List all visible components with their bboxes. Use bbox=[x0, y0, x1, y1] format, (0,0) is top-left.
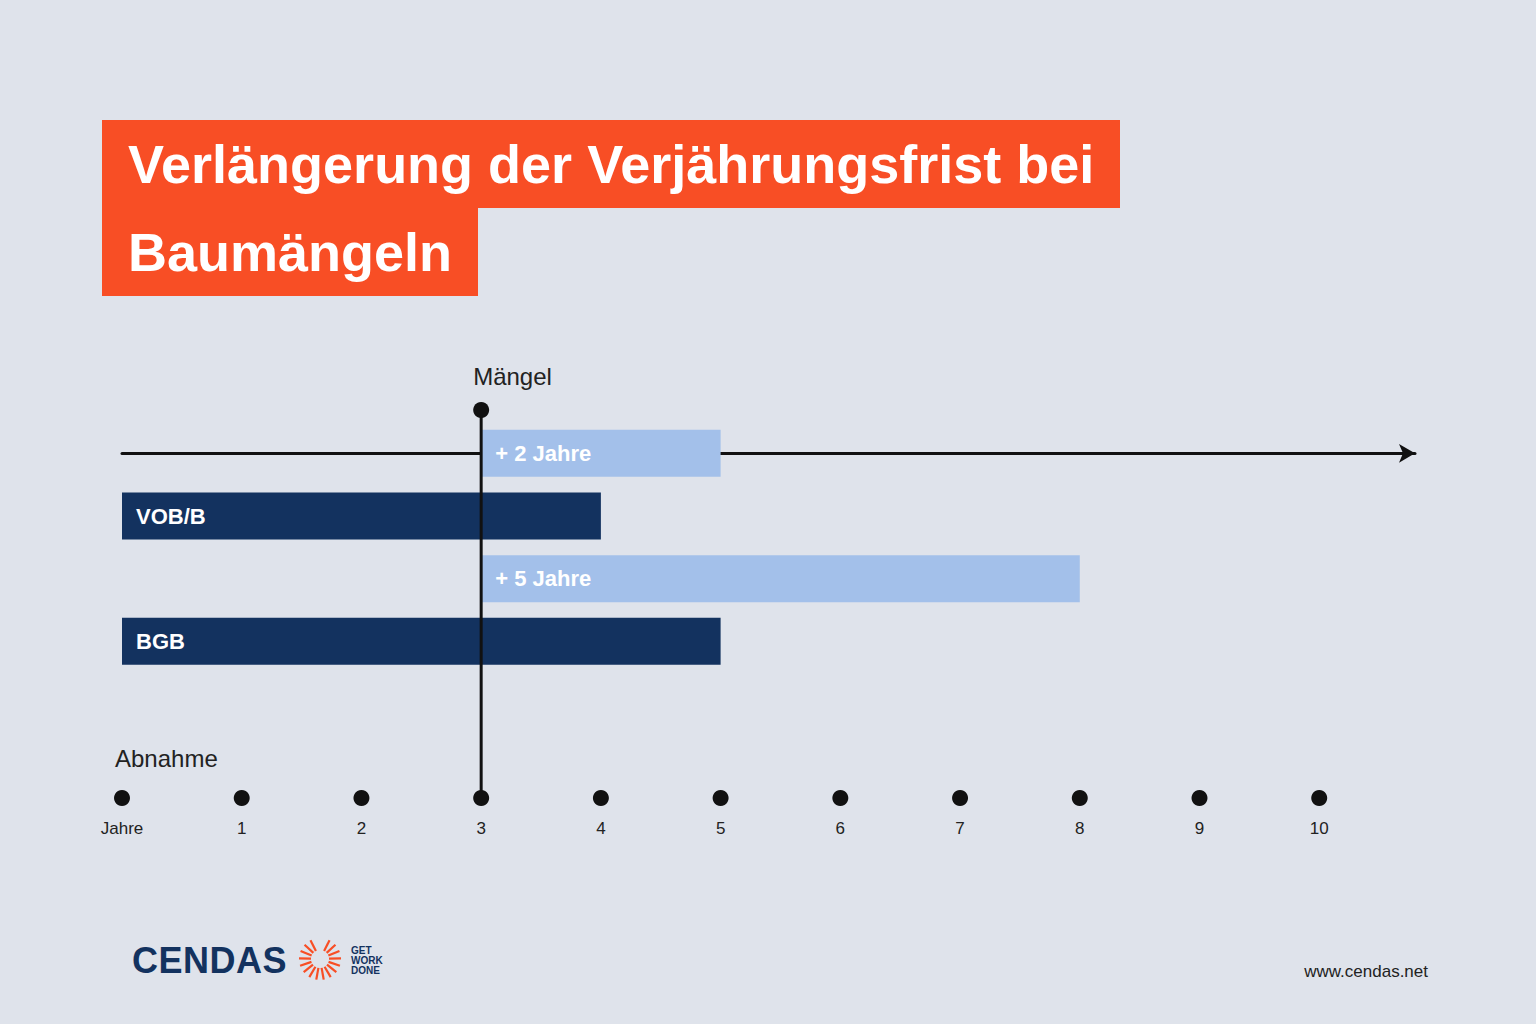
svg-text:1: 1 bbox=[237, 819, 246, 838]
svg-text:6: 6 bbox=[836, 819, 845, 838]
svg-text:7: 7 bbox=[955, 819, 964, 838]
html-text:Verlängerung der Verjährungsfr: Verlängerung der Verjährungsfrist bei Ba… bbox=[128, 134, 1095, 282]
svg-text:Abnahme: Abnahme bbox=[115, 745, 218, 772]
svg-text:BGB: BGB bbox=[136, 629, 185, 654]
svg-text:5: 5 bbox=[716, 819, 725, 838]
svg-text:+ 2 Jahre: + 2 Jahre bbox=[495, 441, 591, 466]
svg-text:2: 2 bbox=[357, 819, 366, 838]
html-text:www.cendas.net: www.cendas.net bbox=[1304, 962, 1428, 981]
html-text:DONE: DONE bbox=[351, 965, 380, 976]
svg-text:+ 5 Jahre: + 5 Jahre bbox=[495, 566, 591, 591]
html-text:CENDAS: CENDAS bbox=[132, 940, 287, 981]
svg-text:Mängel: Mängel bbox=[473, 363, 552, 390]
svg-text:VOB/B: VOB/B bbox=[136, 504, 206, 529]
svg-text:4: 4 bbox=[596, 819, 605, 838]
svg-text:3: 3 bbox=[476, 819, 485, 838]
svg-text:8: 8 bbox=[1075, 819, 1084, 838]
svg-text:10: 10 bbox=[1310, 819, 1329, 838]
html-text:GET: GET bbox=[351, 945, 372, 956]
html-text:WORK: WORK bbox=[351, 955, 383, 966]
svg-text:9: 9 bbox=[1195, 819, 1204, 838]
svg-text:Jahre: Jahre bbox=[101, 819, 144, 838]
